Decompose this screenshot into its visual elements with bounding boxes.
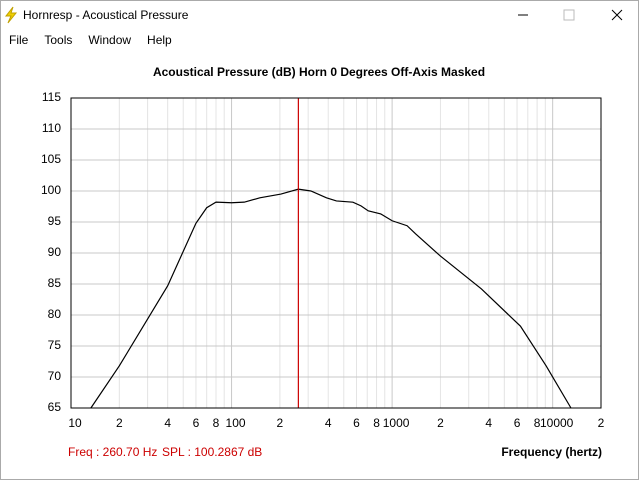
x-tick-label: 2 (437, 416, 444, 430)
x-tick-label: 8 (373, 416, 380, 430)
x-tick-label: 10000 (540, 416, 574, 430)
y-tick-label: 95 (48, 214, 62, 228)
menu-item[interactable]: Tools (44, 33, 73, 47)
x-tick-label: 6 (353, 416, 360, 430)
x-tick-label: 4 (325, 416, 332, 430)
menu-item[interactable]: Help (147, 33, 172, 47)
x-tick-label: 6 (514, 416, 521, 430)
spl-readout: SPL : 100.2867 dB (162, 445, 262, 459)
x-axis-label: Frequency (hertz) (501, 445, 602, 459)
y-tick-label: 90 (48, 245, 62, 259)
window-controls[interactable] (508, 1, 638, 29)
x-tick-label: 4 (164, 416, 171, 430)
x-tick-label: 6 (193, 416, 200, 430)
x-tick-label: 8 (213, 416, 220, 430)
chart: Acoustical Pressure (dB) Horn 0 Degrees … (41, 65, 605, 459)
y-tick-label: 110 (42, 121, 61, 135)
title-bar: Hornresp - Acoustical Pressure (1, 1, 638, 29)
menu-item[interactable]: File (9, 33, 29, 47)
x-tick-label: 2 (116, 416, 123, 430)
x-tick-label: 8 (534, 416, 541, 430)
x-tick-label: 100 (226, 416, 246, 430)
y-tick-label: 80 (48, 307, 62, 321)
window-title: Hornresp - Acoustical Pressure (23, 8, 189, 22)
y-tick-label: 70 (48, 369, 62, 383)
y-tick-label: 85 (48, 276, 62, 290)
menu-item[interactable]: Window (88, 33, 132, 47)
y-tick-label: 100 (41, 183, 61, 197)
y-tick-label: 115 (42, 90, 61, 104)
y-tick-label: 75 (48, 338, 62, 352)
line (90, 188, 572, 409)
y-tick-label: 65 (48, 400, 62, 414)
x-tick-label: 2 (598, 416, 605, 430)
x-tick-label: 4 (485, 416, 492, 430)
x-tick-label: 1000 (383, 416, 410, 430)
y-tick-label: 105 (41, 152, 61, 166)
x-tick-label: 2 (277, 416, 284, 430)
freq-readout: Freq : 260.70 Hz (68, 445, 157, 459)
x-tick-label: 10 (68, 416, 82, 430)
plot-border (70, 97, 602, 409)
app-icon (4, 6, 18, 24)
menu-bar: File Tools Window Help (1, 29, 638, 51)
chart-title: Acoustical Pressure (dB) Horn 0 Degrees … (153, 65, 485, 79)
